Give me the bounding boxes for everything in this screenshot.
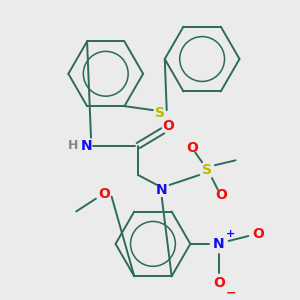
Text: +: + [226,229,235,239]
Text: O: O [162,119,174,133]
Text: N: N [213,237,225,251]
Text: O: O [252,227,264,241]
Text: −: − [225,286,236,300]
Text: O: O [215,188,227,202]
Text: S: S [202,163,212,177]
Text: O: O [186,140,198,154]
Text: O: O [98,187,110,201]
Text: N: N [156,183,168,197]
Text: N: N [81,139,93,153]
Text: O: O [213,276,225,290]
Text: S: S [155,106,165,120]
Text: H: H [68,139,79,152]
